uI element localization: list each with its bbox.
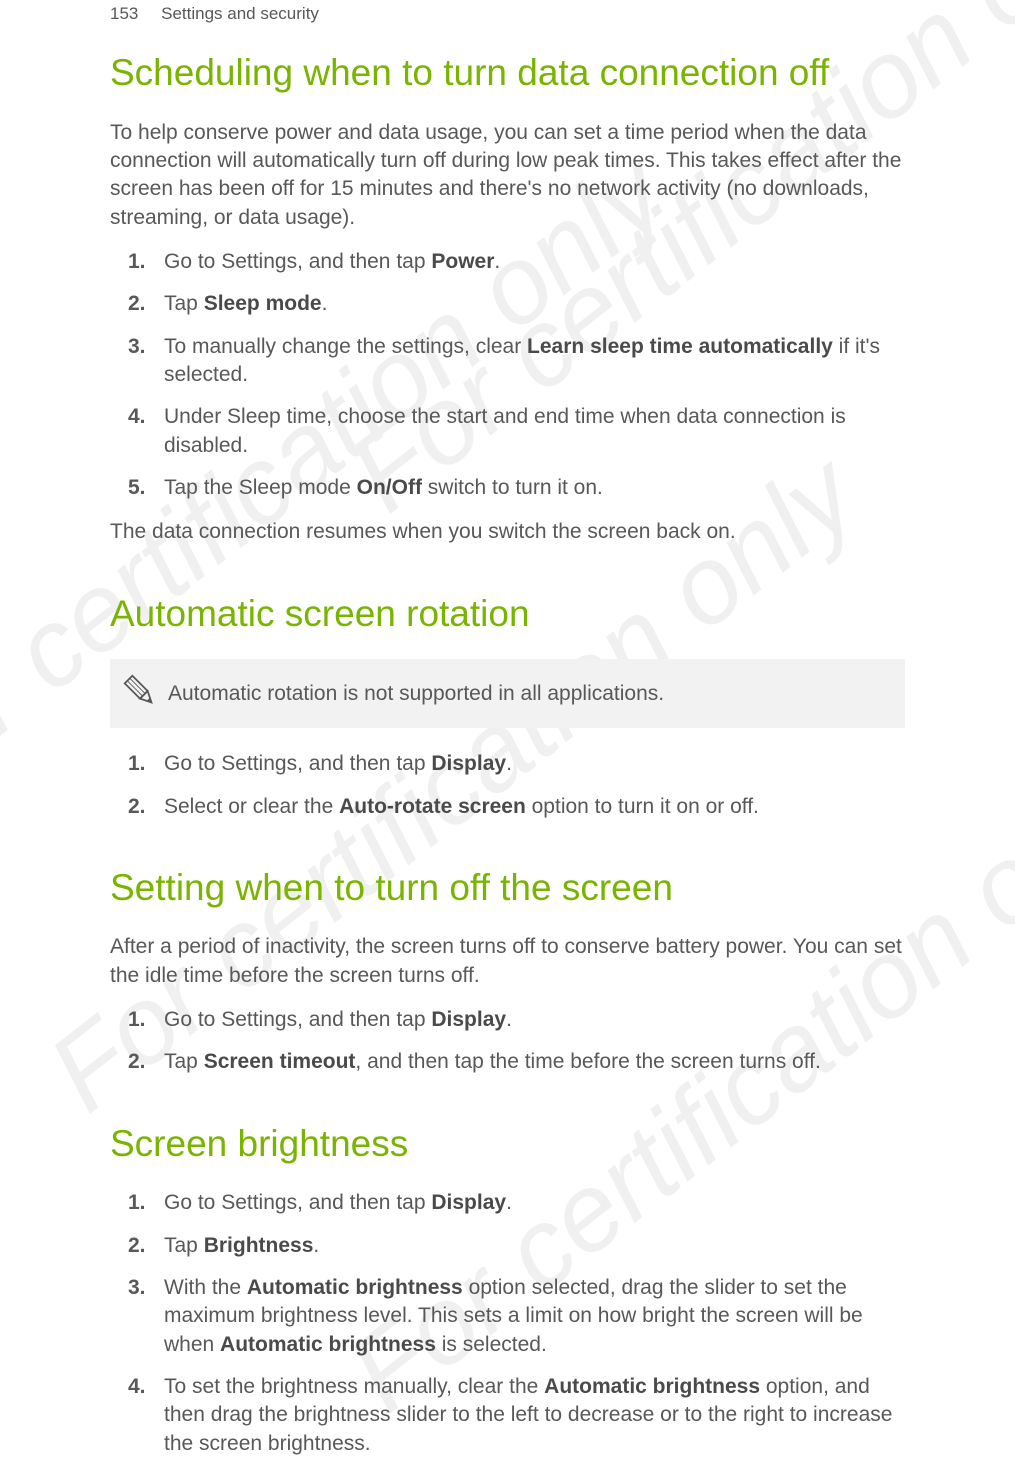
heading-rotation: Automatic screen rotation <box>110 593 905 636</box>
step-number: 1. <box>128 1189 146 1217</box>
step-number: 3. <box>128 333 146 361</box>
step-text: Go to Settings, and then tap <box>164 250 431 273</box>
steps-brightness: 1.Go to Settings, and then tap Display. … <box>110 1189 905 1458</box>
step-bold: Brightness <box>204 1234 314 1257</box>
step-bold: On/Off <box>357 476 422 499</box>
step-text: . <box>322 292 328 315</box>
step-bold: Auto-rotate screen <box>339 795 526 818</box>
step-item: 4. To set the brightness manually, clear… <box>110 1373 905 1458</box>
heading-brightness: Screen brightness <box>110 1123 905 1166</box>
step-number: 1. <box>128 750 146 778</box>
step-bold: Display <box>431 1008 506 1031</box>
step-bold: Screen timeout <box>204 1050 356 1073</box>
step-text: To set the brightness manually, clear th… <box>164 1375 544 1398</box>
step-text: Under Sleep time, choose the start and e… <box>164 405 846 456</box>
page-number: 153 <box>110 4 138 23</box>
step-number: 2. <box>128 290 146 318</box>
intro-screen-off: After a period of inactivity, the screen… <box>110 933 905 990</box>
step-item: 4. Under Sleep time, choose the start and… <box>110 403 905 460</box>
step-text: option to turn it on or off. <box>526 795 759 818</box>
step-text: To manually change the settings, clear <box>164 335 527 358</box>
step-text: Go to Settings, and then tap <box>164 1008 431 1031</box>
step-bold: Display <box>431 752 506 775</box>
step-item: 1. Go to Settings, and then tap Display. <box>110 1006 905 1034</box>
step-item: 1. Go to Settings, and then tap Power. <box>110 248 905 276</box>
steps-rotation: 1.Go to Settings, and then tap Display. … <box>110 750 905 821</box>
steps-scheduling: 1. Go to Settings, and then tap Power. 2.… <box>110 248 905 502</box>
intro-scheduling: To help conserve power and data usage, y… <box>110 119 905 232</box>
step-text: . <box>313 1234 319 1257</box>
section-name: Settings and security <box>161 4 319 23</box>
step-text: Go to Settings, and then tap <box>164 752 431 775</box>
step-item: 2. Tap Screen timeout, and then tap the t… <box>110 1048 905 1076</box>
step-text: Go to Settings, and then tap <box>164 1191 431 1214</box>
step-item: 1. Go to Settings, and then tap Display. <box>110 750 905 778</box>
step-text: Tap <box>164 1234 204 1257</box>
step-text: . <box>506 1191 512 1214</box>
steps-screen-off: 1.Go to Settings, and then tap Display. … <box>110 1006 905 1077</box>
heading-scheduling: Scheduling when to turn data connection … <box>110 52 905 95</box>
step-text: With the <box>164 1276 247 1299</box>
page-header: 153 Settings and security <box>110 0 905 52</box>
step-bold: Sleep mode <box>204 292 322 315</box>
pencil-icon <box>122 673 158 714</box>
step-number: 2. <box>128 1048 146 1076</box>
step-text: switch to turn it on. <box>422 476 603 499</box>
step-bold: Learn sleep time automatically <box>527 335 833 358</box>
note-box: Automatic rotation is not supported in a… <box>110 659 905 728</box>
step-number: 2. <box>128 793 146 821</box>
step-number: 1. <box>128 248 146 276</box>
step-number: 4. <box>128 1373 146 1401</box>
step-number: 1. <box>128 1006 146 1034</box>
step-text: Select or clear the <box>164 795 339 818</box>
step-bold: Automatic brightness <box>247 1276 463 1299</box>
step-number: 2. <box>128 1232 146 1260</box>
step-item: 2. Tap Brightness. <box>110 1232 905 1260</box>
step-text: . <box>494 250 500 273</box>
step-bold: Automatic brightness <box>220 1333 436 1356</box>
heading-screen-off: Setting when to turn off the screen <box>110 867 905 910</box>
step-item: 2. Tap Sleep mode. <box>110 290 905 318</box>
step-number: 4. <box>128 403 146 431</box>
step-bold: Automatic brightness <box>544 1375 760 1398</box>
note-text: Automatic rotation is not supported in a… <box>168 682 664 706</box>
step-text: . <box>506 1008 512 1031</box>
step-item: 2. Select or clear the Auto-rotate screen… <box>110 793 905 821</box>
step-item: 5. Tap the Sleep mode On/Off switch to tu… <box>110 474 905 502</box>
step-text: Tap <box>164 292 204 315</box>
step-text: Tap the Sleep mode <box>164 476 357 499</box>
step-item: 3. To manually change the settings, clear… <box>110 333 905 390</box>
step-number: 5. <box>128 474 146 502</box>
step-number: 3. <box>128 1274 146 1302</box>
step-text: , and then tap the time before the scree… <box>355 1050 820 1073</box>
step-text: Tap <box>164 1050 204 1073</box>
step-bold: Power <box>431 250 494 273</box>
step-text: is selected. <box>436 1333 547 1356</box>
step-text: . <box>506 752 512 775</box>
step-item: 3. With the Automatic brightness option … <box>110 1274 905 1359</box>
step-bold: Display <box>431 1191 506 1214</box>
outro-scheduling: The data connection resumes when you swi… <box>110 518 905 546</box>
step-item: 1. Go to Settings, and then tap Display. <box>110 1189 905 1217</box>
